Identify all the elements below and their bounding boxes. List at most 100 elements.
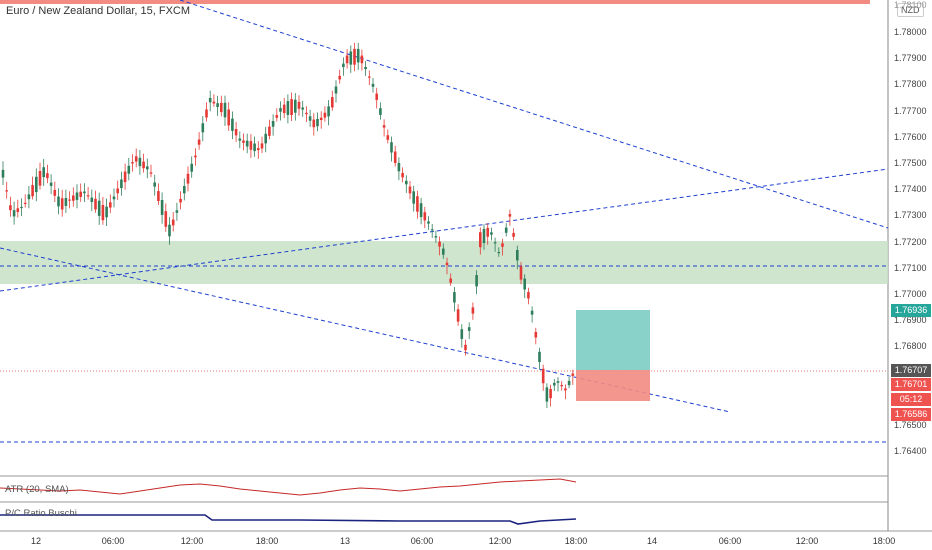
candle-body: [523, 278, 526, 290]
candle-body: [260, 143, 264, 149]
candle-body: [208, 98, 212, 103]
candle-body: [109, 202, 112, 208]
candle-body: [460, 329, 464, 339]
candle-body: [364, 67, 367, 70]
candle-body: [308, 116, 312, 121]
candle-body: [264, 133, 267, 144]
candle-body: [294, 99, 297, 113]
currency-tag[interactable]: NZD: [897, 3, 924, 17]
top-red-band: [0, 0, 870, 4]
candle-body: [101, 205, 105, 221]
time-axis-label: 18:00: [872, 536, 896, 546]
candle-body: [127, 165, 131, 174]
atr-line: [0, 478, 577, 496]
candle-body: [319, 117, 323, 120]
candle-body: [386, 135, 390, 140]
candle-body: [38, 171, 42, 186]
price-axis-label: 1.77700: [894, 105, 927, 116]
candle-body: [301, 107, 304, 110]
time-axis-label: 13: [339, 536, 351, 546]
candle-body: [31, 185, 34, 197]
candle-body: [512, 232, 515, 237]
candle-body: [316, 118, 319, 127]
candle-body: [530, 310, 534, 315]
candle-body: [419, 203, 423, 218]
stop-zone[interactable]: [576, 370, 650, 401]
candle-body: [290, 99, 293, 115]
candle-body: [401, 173, 404, 178]
candle-body: [501, 243, 504, 247]
price-axis-label: 1.77600: [894, 131, 927, 142]
price-axis-label: 1.77500: [894, 158, 927, 168]
candle-body: [338, 75, 341, 80]
candle-body: [60, 198, 64, 210]
candle-body: [142, 161, 145, 169]
candle-body: [194, 155, 197, 158]
price-axis-label: 1.76500: [894, 420, 927, 430]
current-price-badge: 1.76701: [891, 378, 931, 391]
candle-body: [164, 211, 168, 227]
candle-body: [382, 125, 386, 128]
candle-body: [212, 101, 216, 104]
candle-body: [120, 179, 123, 189]
candle-body: [534, 332, 538, 338]
candle-body: [83, 191, 86, 194]
candle-body: [105, 206, 108, 218]
candle-body: [90, 197, 94, 202]
candle-body: [190, 163, 193, 172]
candle-body: [257, 148, 260, 151]
candle-body: [567, 380, 571, 386]
price-axis-label: 1.76900: [894, 315, 927, 326]
candle-body: [508, 214, 512, 217]
price-axis-label: 1.77300: [894, 210, 927, 221]
candle-body: [46, 173, 49, 179]
candle-body: [467, 327, 471, 331]
candle-body: [275, 115, 279, 118]
candle-body: [231, 118, 234, 131]
pc-ratio-indicator-label[interactable]: P/C Ratio Buschi: [5, 508, 77, 519]
candle-body: [356, 48, 360, 63]
candle-body: [571, 373, 575, 376]
candle-body: [345, 55, 349, 64]
candle-body: [286, 101, 290, 115]
candle-body: [97, 200, 101, 216]
candle-body: [375, 93, 378, 100]
price-axis-label: 1.77200: [894, 236, 927, 247]
candle-body: [253, 143, 256, 152]
candle-body: [371, 83, 375, 87]
chart-title: Euro / New Zealand Dollar, 15, FXCM: [6, 5, 191, 17]
candle-body: [323, 112, 327, 118]
atr-indicator-label[interactable]: ATR (20, SMA): [5, 484, 69, 495]
price-axis-label: 1.77800: [894, 79, 927, 90]
candle-body: [201, 123, 205, 133]
candle-body: [445, 262, 449, 266]
time-axis-label: 12:00: [795, 536, 819, 546]
candle-body: [86, 195, 90, 197]
candle-body: [1, 169, 5, 178]
candle-body: [453, 292, 456, 303]
price-axis-label: 1.77100: [894, 262, 927, 273]
target-zone[interactable]: [576, 310, 650, 370]
candle-body: [305, 112, 308, 115]
candle-body: [227, 109, 230, 126]
candle-body: [168, 224, 171, 237]
bar-countdown-badge: 05:12: [891, 393, 931, 406]
candle-body: [49, 182, 53, 186]
demand-zone: [0, 241, 888, 284]
candle-body: [475, 275, 478, 287]
candle-body: [393, 151, 397, 163]
candle-body: [490, 232, 493, 235]
price-axis-label: 1.76800: [894, 341, 927, 352]
candle-body: [68, 199, 71, 201]
candle-body: [53, 189, 57, 196]
candle-body: [242, 140, 245, 143]
candle-body: [412, 191, 415, 204]
candle-body: [16, 208, 20, 212]
candle-body: [160, 200, 164, 215]
candle-body: [79, 191, 82, 197]
candle-body: [553, 382, 556, 386]
candle-body: [442, 248, 445, 255]
candle-body: [360, 55, 364, 64]
candle-body: [456, 309, 460, 322]
